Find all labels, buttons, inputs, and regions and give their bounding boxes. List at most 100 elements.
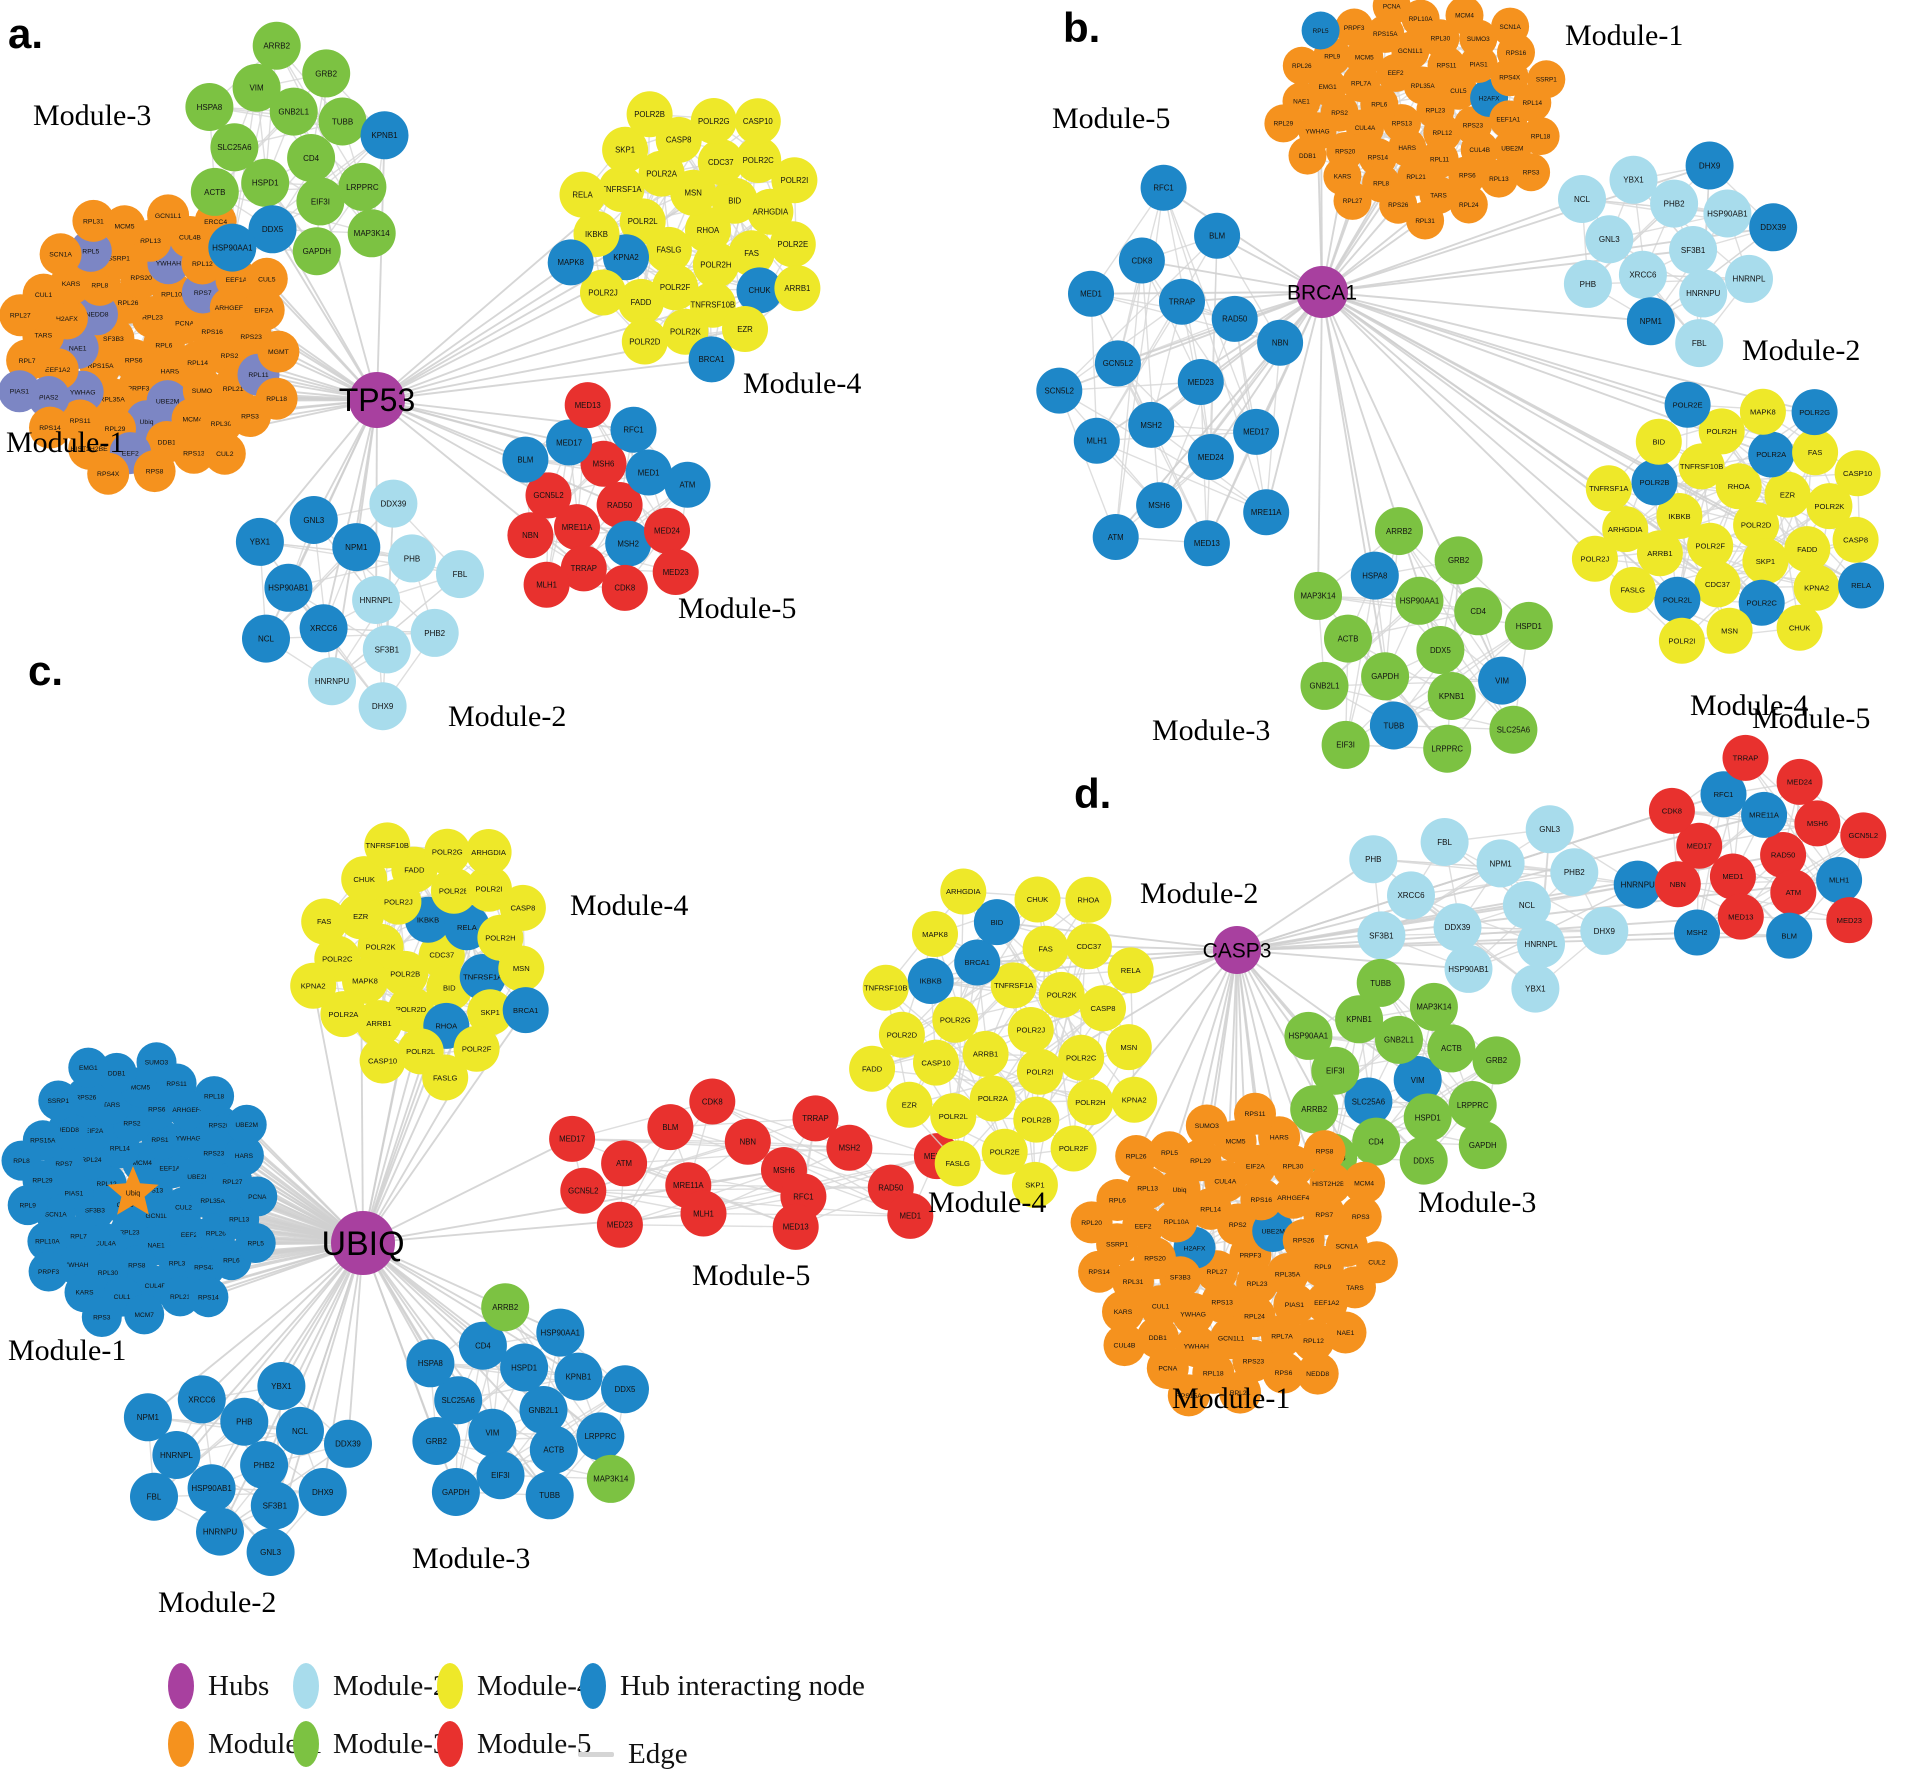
node-FASLG[interactable] <box>422 1054 469 1101</box>
node-RPS3[interactable] <box>81 1297 122 1337</box>
node-POLR2I[interactable] <box>1016 1048 1063 1095</box>
node-EIF3I[interactable] <box>476 1451 525 1500</box>
node-FBL[interactable] <box>1420 818 1469 866</box>
node-MAP3K14[interactable] <box>1294 571 1342 620</box>
node-GNB2L1[interactable] <box>269 87 318 136</box>
node-SLC25A6[interactable] <box>210 123 259 172</box>
node-RFC1[interactable] <box>1700 771 1747 818</box>
node-RPL20[interactable] <box>1070 1201 1113 1244</box>
node-MLH1[interactable] <box>1073 417 1120 464</box>
node-MSH2[interactable] <box>1128 401 1175 448</box>
node-PHB[interactable] <box>1349 835 1398 884</box>
node-HNRNPL[interactable] <box>352 576 401 624</box>
node-MED1[interactable] <box>1709 853 1756 900</box>
node-LRPPRC[interactable] <box>1448 1081 1497 1129</box>
node-RELA[interactable] <box>1107 947 1154 994</box>
node-PIAS1[interactable] <box>1273 1283 1316 1326</box>
node-EIF3I[interactable] <box>296 177 345 226</box>
node-POLR2G[interactable] <box>690 98 737 144</box>
node-KPNA2[interactable] <box>1111 1076 1158 1123</box>
node-CDC37[interactable] <box>1065 923 1112 970</box>
node-KPNB1[interactable] <box>1335 995 1384 1044</box>
node-HSP90AA1[interactable] <box>208 223 257 272</box>
node-POLR2H[interactable] <box>692 241 739 288</box>
node-RPL12[interactable] <box>1292 1319 1335 1362</box>
node-DDB1[interactable] <box>1288 136 1327 175</box>
node-MED1[interactable] <box>1068 270 1114 317</box>
node-RPL31[interactable] <box>1406 201 1445 240</box>
node-RELA[interactable] <box>1838 562 1885 609</box>
hub-UBIQ[interactable] <box>331 1211 395 1275</box>
node-POLR2L[interactable] <box>930 1093 977 1140</box>
node-RFC1[interactable] <box>1140 164 1187 211</box>
node-RPS11[interactable] <box>1234 1092 1276 1135</box>
node-PCNA[interactable] <box>237 1176 278 1217</box>
node-GCN5L2[interactable] <box>525 472 572 519</box>
node-RPL29[interactable] <box>1264 104 1303 143</box>
node-PIAS1[interactable] <box>0 370 41 413</box>
node-SCN1A[interactable] <box>39 233 82 276</box>
node-MSH6[interactable] <box>1794 800 1841 847</box>
node-FADD[interactable] <box>618 278 664 325</box>
node-SCN5L2[interactable] <box>1036 367 1083 414</box>
node-RPL8[interactable] <box>1 1140 42 1181</box>
node-POLR2F[interactable] <box>1050 1125 1097 1172</box>
node-RPS14[interactable] <box>188 1277 229 1318</box>
node-TNFRSF1A[interactable] <box>1585 465 1632 512</box>
node-ACTB[interactable] <box>1427 1024 1476 1073</box>
node-MED24[interactable] <box>1776 758 1823 805</box>
node-RAD50[interactable] <box>596 482 643 528</box>
node-PHB2[interactable] <box>1550 848 1599 897</box>
node-KPNA2[interactable] <box>290 962 337 1009</box>
node-POLR2A[interactable] <box>969 1075 1016 1122</box>
node-ATM[interactable] <box>1092 514 1139 560</box>
node-RPL7A[interactable] <box>1261 1315 1303 1357</box>
node-MSH6[interactable] <box>1136 482 1183 529</box>
node-DDX39[interactable] <box>369 479 418 528</box>
node-ARRB1[interactable] <box>356 1000 402 1047</box>
node-MCM4[interactable] <box>1445 0 1484 35</box>
node-GNB2L1[interactable] <box>1375 1015 1423 1064</box>
node-TNFRSF10B[interactable] <box>862 964 909 1011</box>
node-HSP90AB1[interactable] <box>264 563 313 612</box>
node-POLR2G[interactable] <box>932 996 979 1043</box>
node-CD4[interactable] <box>1454 587 1503 636</box>
node-POLR2B[interactable] <box>626 91 673 138</box>
node-MSH2[interactable] <box>605 520 652 567</box>
node-FASLG[interactable] <box>1609 566 1656 613</box>
node-POLR2D[interactable] <box>878 1011 925 1058</box>
node-SLC25A6[interactable] <box>434 1376 483 1425</box>
node-MED17[interactable] <box>1233 408 1280 455</box>
node-RPL18[interactable] <box>194 1076 235 1117</box>
node-CHUK[interactable] <box>341 856 388 903</box>
node-HSP90AA1[interactable] <box>536 1308 585 1357</box>
node-NBN[interactable] <box>507 512 554 559</box>
node-YBX1[interactable] <box>1609 155 1658 204</box>
node-ARRB2[interactable] <box>252 21 301 70</box>
node-MAPK8[interactable] <box>547 239 594 286</box>
node-ACTB[interactable] <box>190 167 239 216</box>
node-ARRB1[interactable] <box>962 1030 1009 1077</box>
node-BLM[interactable] <box>647 1104 694 1151</box>
node-SLC25A6[interactable] <box>1489 705 1538 754</box>
node-Ubiq[interactable] <box>1158 1168 1201 1211</box>
node-RHOA[interactable] <box>1715 463 1762 510</box>
node-DDX5[interactable] <box>601 1365 649 1414</box>
node-PHB2[interactable] <box>410 608 459 657</box>
node-LRPPRC[interactable] <box>338 162 387 211</box>
node-POLR2F[interactable] <box>1687 522 1734 569</box>
node-GNL3[interactable] <box>289 496 338 544</box>
node-ARRB1[interactable] <box>1636 530 1683 577</box>
node-MED23[interactable] <box>1177 359 1224 405</box>
node-LRPPRC[interactable] <box>1423 724 1472 773</box>
node-BLM[interactable] <box>1194 212 1241 259</box>
node-MSN[interactable] <box>1706 607 1753 654</box>
node-CUL5[interactable] <box>245 257 288 300</box>
node-YBX1[interactable] <box>257 1362 306 1410</box>
node-MCM7[interactable] <box>124 1294 165 1335</box>
node-SKP1[interactable] <box>1742 538 1789 585</box>
node-RPL24[interactable] <box>1449 185 1488 224</box>
node-BRCA1[interactable] <box>502 987 549 1034</box>
node-DHX9[interactable] <box>358 682 407 731</box>
node-HSPA8[interactable] <box>406 1339 455 1388</box>
